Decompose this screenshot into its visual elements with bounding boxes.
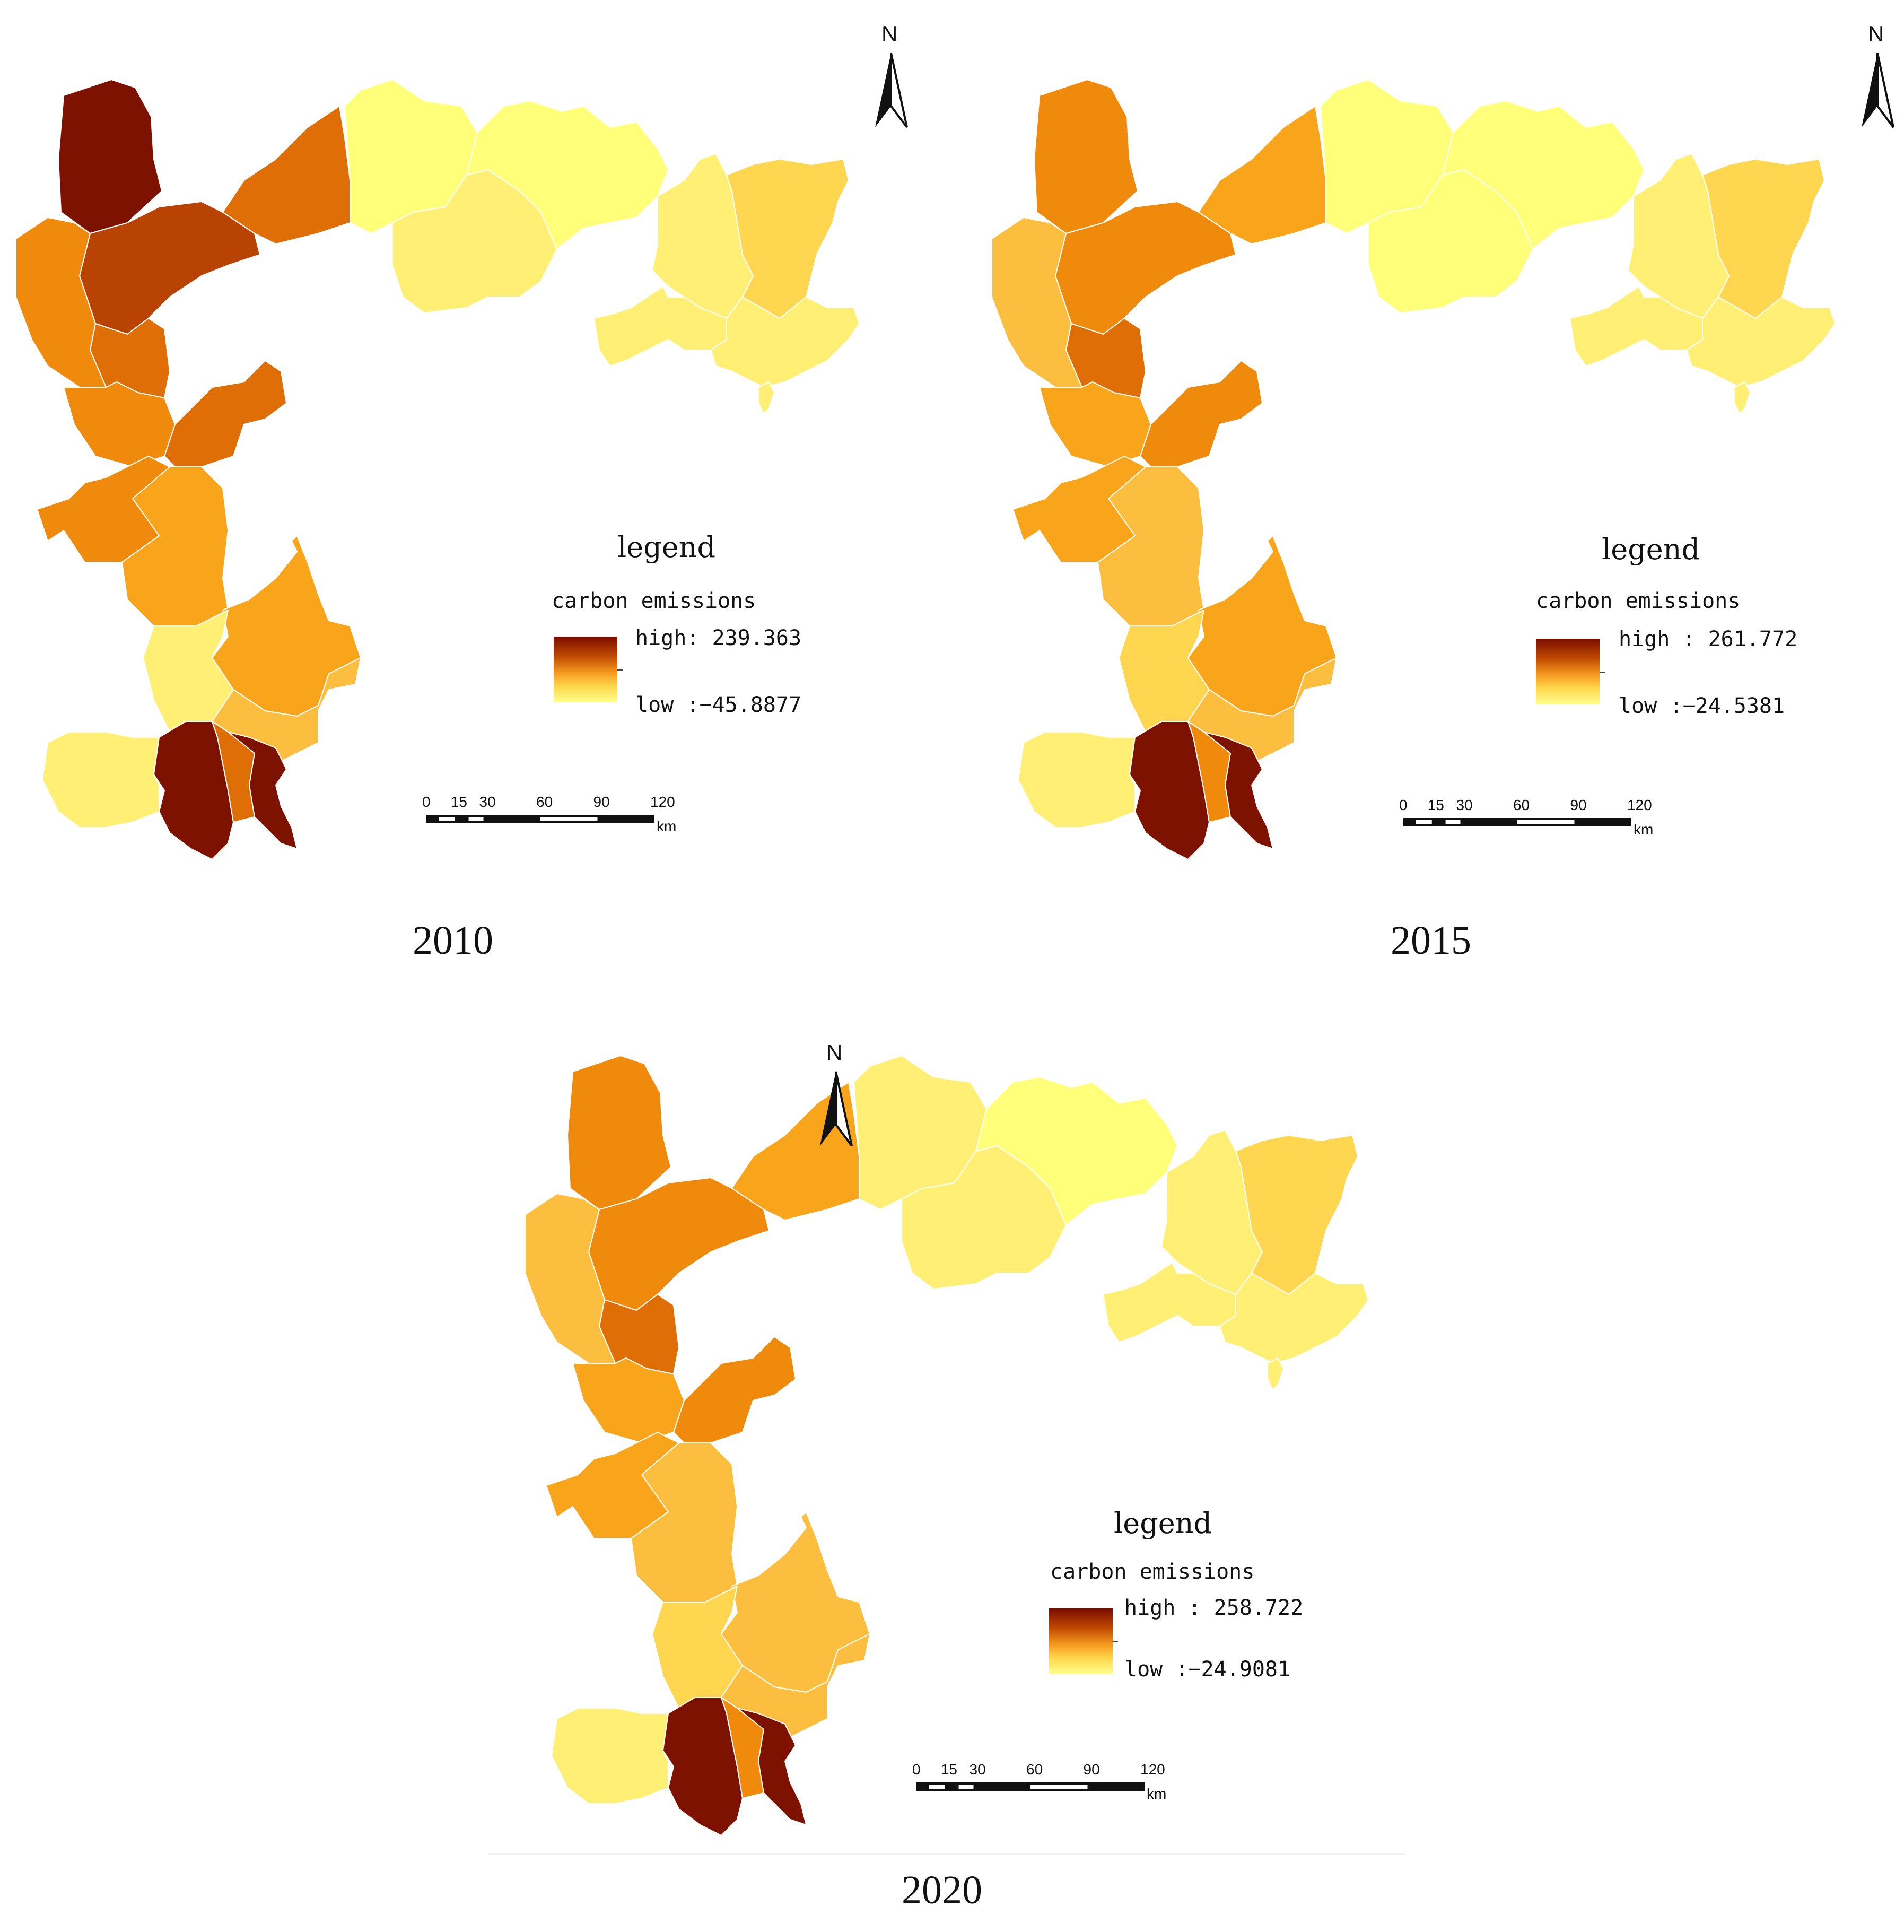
legend-tick bbox=[617, 669, 623, 671]
scale-tick-label: 120 bbox=[1140, 1761, 1165, 1778]
scale-bar-graphic bbox=[1403, 818, 1631, 826]
scale-tick-label: 30 bbox=[969, 1761, 986, 1778]
choropleth-map bbox=[15, 79, 860, 860]
county-region bbox=[164, 360, 287, 467]
legend-low-label: low :−24.5381 bbox=[1619, 694, 1785, 718]
scale-tick-label: 60 bbox=[1026, 1761, 1043, 1778]
county-region bbox=[1198, 106, 1326, 245]
county-region bbox=[1368, 169, 1533, 314]
choropleth-map bbox=[991, 79, 1836, 860]
scale-unit-label: km bbox=[657, 818, 677, 834]
map-year-label: 2015 bbox=[1391, 918, 1471, 963]
county-region bbox=[63, 381, 176, 467]
scale-tick-label: 15 bbox=[450, 794, 467, 810]
legend-title: legend bbox=[1602, 533, 1700, 566]
scale-tick-label: 90 bbox=[593, 794, 610, 810]
scale-unit-label: km bbox=[1147, 1786, 1167, 1802]
county-region bbox=[1187, 535, 1337, 717]
scale-tick-label: 60 bbox=[536, 794, 553, 810]
legend-color-ramp bbox=[554, 637, 617, 702]
scale-tick-label: 90 bbox=[1570, 797, 1587, 813]
county-region bbox=[1034, 79, 1138, 234]
county-region bbox=[1140, 360, 1263, 467]
map-panel-2020: legend carbon emissions high : 258.722 l… bbox=[509, 976, 1461, 1932]
legend-subtitle: carbon emissions bbox=[1536, 589, 1741, 613]
county-region bbox=[42, 732, 160, 828]
legend-low-label: low :−24.9081 bbox=[1124, 1657, 1291, 1682]
county-region bbox=[1267, 1357, 1284, 1390]
scale-tick-label: 0 bbox=[422, 794, 431, 810]
county-region bbox=[673, 1336, 796, 1443]
north-arrow-icon bbox=[820, 1071, 853, 1147]
map-year-label: 2010 bbox=[413, 918, 493, 963]
legend-high-label: high : 258.722 bbox=[1124, 1596, 1304, 1620]
legend-high-label: high : 261.772 bbox=[1619, 627, 1798, 651]
legend-low-label: low :−45.8877 bbox=[635, 693, 802, 717]
legend-subtitle: carbon emissions bbox=[552, 589, 756, 613]
county-region bbox=[1018, 732, 1136, 828]
legend-title: legend bbox=[617, 530, 716, 564]
legend-title: legend bbox=[1114, 1507, 1212, 1540]
county-region bbox=[392, 169, 557, 314]
county-region bbox=[1734, 381, 1751, 414]
county-region bbox=[212, 535, 361, 717]
county-region bbox=[228, 732, 298, 849]
scale-unit-label: km bbox=[1634, 821, 1654, 838]
map-panel-2010: legend carbon emissions high: 239.363 lo… bbox=[0, 0, 952, 963]
scale-tick-label: 15 bbox=[1427, 797, 1444, 813]
county-region bbox=[1702, 159, 1825, 319]
legend-tick bbox=[1113, 1641, 1118, 1642]
north-label: N bbox=[881, 21, 898, 46]
county-region bbox=[721, 1511, 870, 1693]
county-region bbox=[726, 159, 849, 319]
county-region bbox=[901, 1145, 1067, 1290]
north-arrow-icon bbox=[875, 53, 908, 128]
county-region bbox=[1569, 286, 1703, 367]
legend-high-label: high: 239.363 bbox=[635, 626, 802, 650]
county-region bbox=[58, 79, 162, 234]
scale-tick-label: 30 bbox=[479, 794, 496, 810]
scale-tick-label: 30 bbox=[1456, 797, 1473, 813]
scale-bar-graphic bbox=[916, 1782, 1145, 1791]
county-region bbox=[758, 381, 775, 414]
scale-bar-graphic bbox=[426, 815, 654, 823]
scale-tick-label: 120 bbox=[650, 794, 675, 810]
north-label: N bbox=[1868, 21, 1884, 46]
scale-tick-label: 15 bbox=[940, 1761, 957, 1778]
legend-tick bbox=[1600, 672, 1605, 673]
map-panel-2015: legend carbon emissions high : 261.772 l… bbox=[976, 0, 1904, 963]
north-label: N bbox=[826, 1040, 843, 1065]
county-region bbox=[551, 1708, 669, 1804]
divider-line bbox=[488, 1853, 1405, 1855]
county-region bbox=[737, 1708, 807, 1825]
scale-tick-label: 90 bbox=[1083, 1761, 1100, 1778]
county-region bbox=[1103, 1262, 1236, 1343]
legend-subtitle: carbon emissions bbox=[1050, 1560, 1255, 1584]
legend-color-ramp bbox=[1536, 639, 1600, 704]
county-region bbox=[593, 286, 727, 367]
scale-tick-label: 0 bbox=[1399, 797, 1408, 813]
map-year-label: 2020 bbox=[902, 1868, 982, 1912]
scale-tick-label: 60 bbox=[1513, 797, 1530, 813]
scale-tick-label: 120 bbox=[1627, 797, 1652, 813]
county-region bbox=[567, 1055, 671, 1210]
county-region bbox=[1039, 381, 1151, 467]
county-region bbox=[222, 106, 351, 245]
county-region bbox=[1203, 732, 1273, 849]
north-arrow-icon bbox=[1862, 53, 1894, 128]
scale-tick-label: 0 bbox=[912, 1761, 921, 1778]
legend-color-ramp bbox=[1049, 1608, 1113, 1674]
county-region bbox=[572, 1357, 685, 1443]
county-region bbox=[1235, 1135, 1358, 1295]
